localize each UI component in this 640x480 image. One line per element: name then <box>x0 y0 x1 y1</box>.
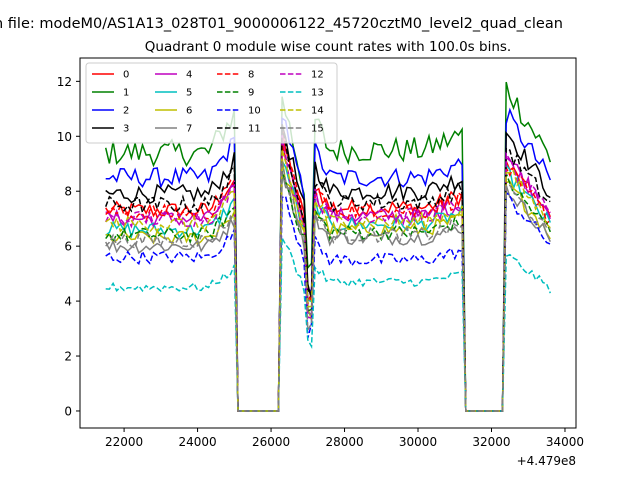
legend-label-1: 1 <box>123 88 129 99</box>
y-tick-label: 10 <box>57 130 72 144</box>
legend-label-9: 9 <box>248 88 254 99</box>
legend-label-12: 12 <box>311 70 324 81</box>
chart-suptitle: n file: modeM0/AS1A13_028T01_9000006122_… <box>0 16 563 32</box>
series-line-14 <box>105 149 551 412</box>
legend-label-5: 5 <box>186 88 192 99</box>
x-tick-label: 34000 <box>546 435 584 449</box>
y-tick-label: 2 <box>64 350 72 364</box>
legend-label-0: 0 <box>123 70 129 81</box>
y-tick-label: 6 <box>64 240 72 254</box>
x-tick-label: 26000 <box>252 435 290 449</box>
series-line-13 <box>105 235 551 412</box>
x-tick-label: 32000 <box>472 435 510 449</box>
legend-label-13: 13 <box>311 88 324 99</box>
x-tick-label: 30000 <box>399 435 437 449</box>
legend-label-11: 11 <box>248 124 261 135</box>
legend-label-15: 15 <box>311 124 324 135</box>
legend-box <box>85 62 338 144</box>
y-tick-label: 4 <box>64 295 72 309</box>
legend-label-14: 14 <box>311 106 324 117</box>
plot-lines <box>104 81 552 412</box>
series-line-0 <box>105 128 551 412</box>
legend-label-8: 8 <box>248 70 254 81</box>
legend-label-10: 10 <box>248 106 261 117</box>
series-line-12 <box>105 151 551 412</box>
series-line-11 <box>104 126 551 412</box>
legend-label-4: 4 <box>186 70 192 81</box>
y-tick-label: 0 <box>64 404 72 418</box>
y-tick-label: 12 <box>57 75 72 89</box>
legend-label-3: 3 <box>123 124 129 135</box>
x-tick-label: 28000 <box>325 435 363 449</box>
x-tick-label: 24000 <box>178 435 216 449</box>
x-axis: 22000 24000 26000 28000 30000 32000 34000 <box>105 428 584 449</box>
chart-title: Quadrant 0 module wise count rates with … <box>145 39 511 55</box>
series-line-4 <box>105 134 551 412</box>
y-axis: 0 2 4 6 8 10 12 <box>57 75 80 418</box>
series-line-3 <box>105 124 551 412</box>
plot-frame <box>79 57 577 429</box>
x-offset-label: +4.479e8 <box>517 454 576 468</box>
legend-label-6: 6 <box>186 106 192 117</box>
series-line-15 <box>105 160 551 412</box>
x-tick-label: 22000 <box>105 435 143 449</box>
legend-label-7: 7 <box>186 124 192 135</box>
legend-label-2: 2 <box>123 106 129 117</box>
y-tick-label: 8 <box>64 185 72 199</box>
